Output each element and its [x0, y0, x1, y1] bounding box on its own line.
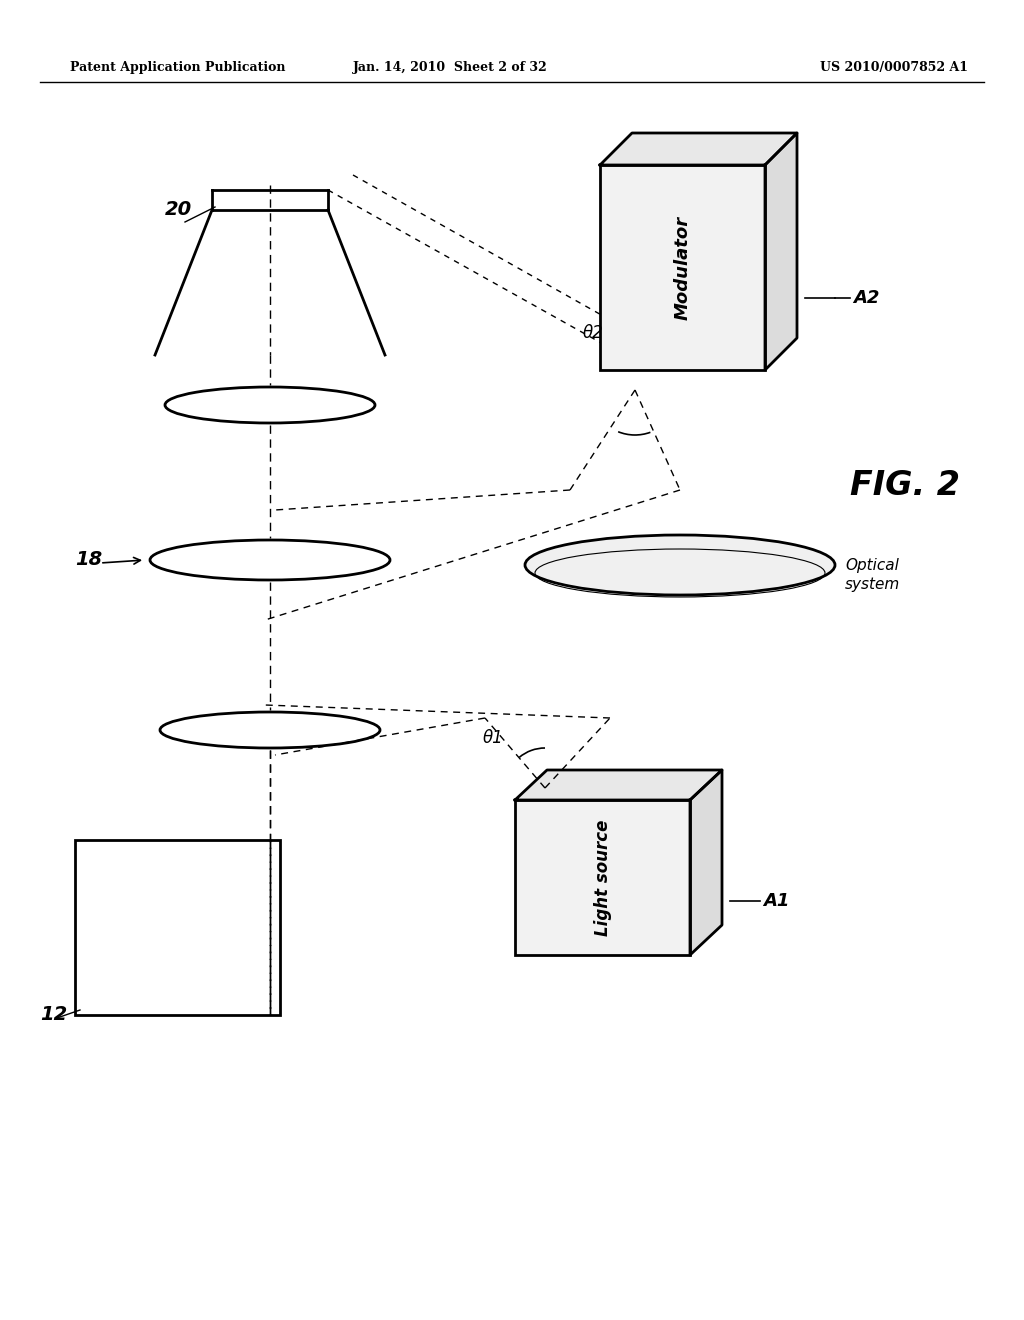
Polygon shape — [765, 133, 797, 370]
Text: A2: A2 — [853, 289, 880, 308]
Text: FIG. 2: FIG. 2 — [850, 469, 961, 502]
Text: θ1: θ1 — [483, 729, 504, 747]
Ellipse shape — [525, 535, 835, 595]
Bar — [600, 165, 765, 370]
Text: Modulator: Modulator — [674, 215, 691, 319]
Text: Light source: Light source — [594, 820, 611, 936]
Text: θ2: θ2 — [583, 323, 604, 342]
Polygon shape — [515, 770, 722, 800]
Text: 18: 18 — [75, 550, 102, 569]
Polygon shape — [690, 770, 722, 954]
Text: 20: 20 — [165, 201, 193, 219]
Text: Patent Application Publication: Patent Application Publication — [70, 62, 286, 74]
Bar — [515, 800, 690, 954]
Text: A1: A1 — [763, 892, 790, 909]
Text: Optical
system: Optical system — [845, 557, 900, 593]
Bar — [75, 840, 280, 1015]
Text: US 2010/0007852 A1: US 2010/0007852 A1 — [820, 62, 968, 74]
Text: 12: 12 — [40, 1005, 68, 1024]
Text: Jan. 14, 2010  Sheet 2 of 32: Jan. 14, 2010 Sheet 2 of 32 — [352, 62, 548, 74]
Polygon shape — [600, 133, 797, 165]
